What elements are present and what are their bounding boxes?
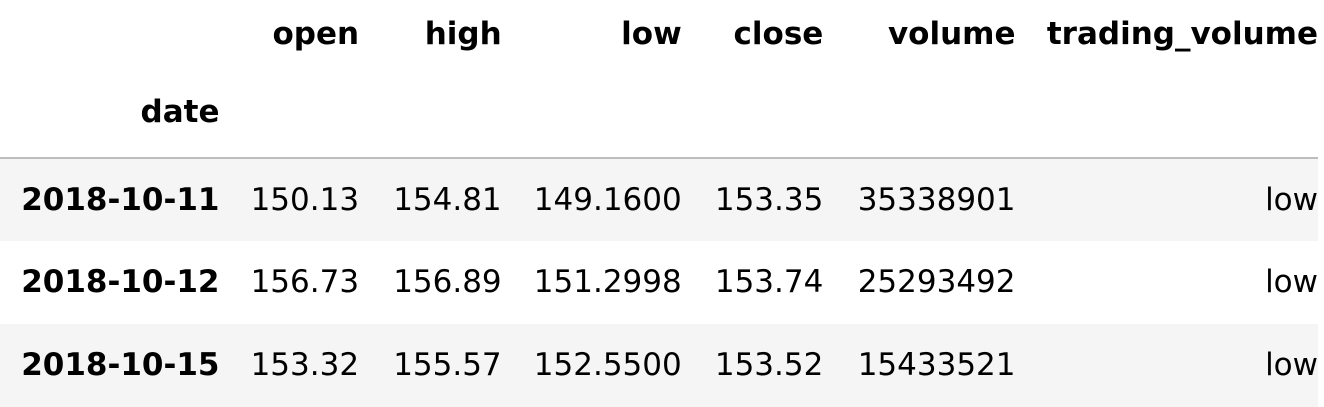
cell-close: 153.52	[714, 347, 824, 383]
cell-open: 153.32	[250, 347, 360, 383]
cell-low: 152.5500	[533, 347, 682, 383]
cell-volume: 35338901	[857, 181, 1016, 218]
table-body: 2018-10-11 150.13 154.81 149.1600 153.35…	[0, 158, 1318, 407]
table-row: 2018-10-11 150.13 154.81 149.1600 153.35…	[0, 158, 1318, 241]
row-index-date: 2018-10-12	[21, 264, 220, 300]
cell-trading-volume: low	[1265, 347, 1318, 383]
cell-high: 155.57	[393, 347, 502, 383]
empty-header-cell	[502, 68, 682, 158]
empty-header-cell	[1016, 68, 1319, 158]
cell-volume: 15433521	[857, 347, 1016, 383]
column-header-row: open high low close volume trading_volum…	[0, 0, 1318, 68]
row-index-date: 2018-10-15	[21, 347, 220, 383]
empty-header-cell	[823, 68, 1015, 158]
cell-close: 153.35	[714, 181, 824, 218]
column-header-low: low	[621, 15, 682, 52]
empty-header-cell	[359, 68, 502, 158]
cell-open: 156.73	[250, 264, 360, 300]
empty-header-cell	[682, 68, 824, 158]
empty-header-cell	[219, 68, 359, 158]
cell-volume: 25293492	[857, 264, 1016, 300]
cell-close: 153.74	[714, 264, 824, 300]
cell-trading-volume: low	[1265, 181, 1318, 218]
cell-trading-volume: low	[1265, 264, 1318, 300]
cell-low: 149.1600	[533, 181, 682, 218]
index-corner-cell	[0, 0, 219, 68]
table-row: 2018-10-12 156.73 156.89 151.2998 153.74…	[0, 241, 1318, 324]
table-row: 2018-10-15 153.32 155.57 152.5500 153.52…	[0, 324, 1318, 407]
cell-high: 156.89	[393, 264, 502, 300]
index-name-row: date	[0, 68, 1318, 158]
cell-high: 154.81	[393, 181, 502, 218]
column-header-high: high	[424, 15, 502, 52]
row-index-date: 2018-10-11	[21, 181, 220, 218]
column-header-close: close	[733, 15, 824, 52]
column-header-open: open	[272, 15, 360, 52]
column-header-trading-volume: trading_volume	[1046, 15, 1318, 52]
cell-low: 151.2998	[533, 264, 682, 300]
index-name-header: date	[140, 94, 220, 130]
cell-open: 150.13	[250, 181, 360, 218]
column-header-volume: volume	[887, 15, 1016, 52]
table-header: open high low close volume trading_volum…	[0, 0, 1318, 158]
